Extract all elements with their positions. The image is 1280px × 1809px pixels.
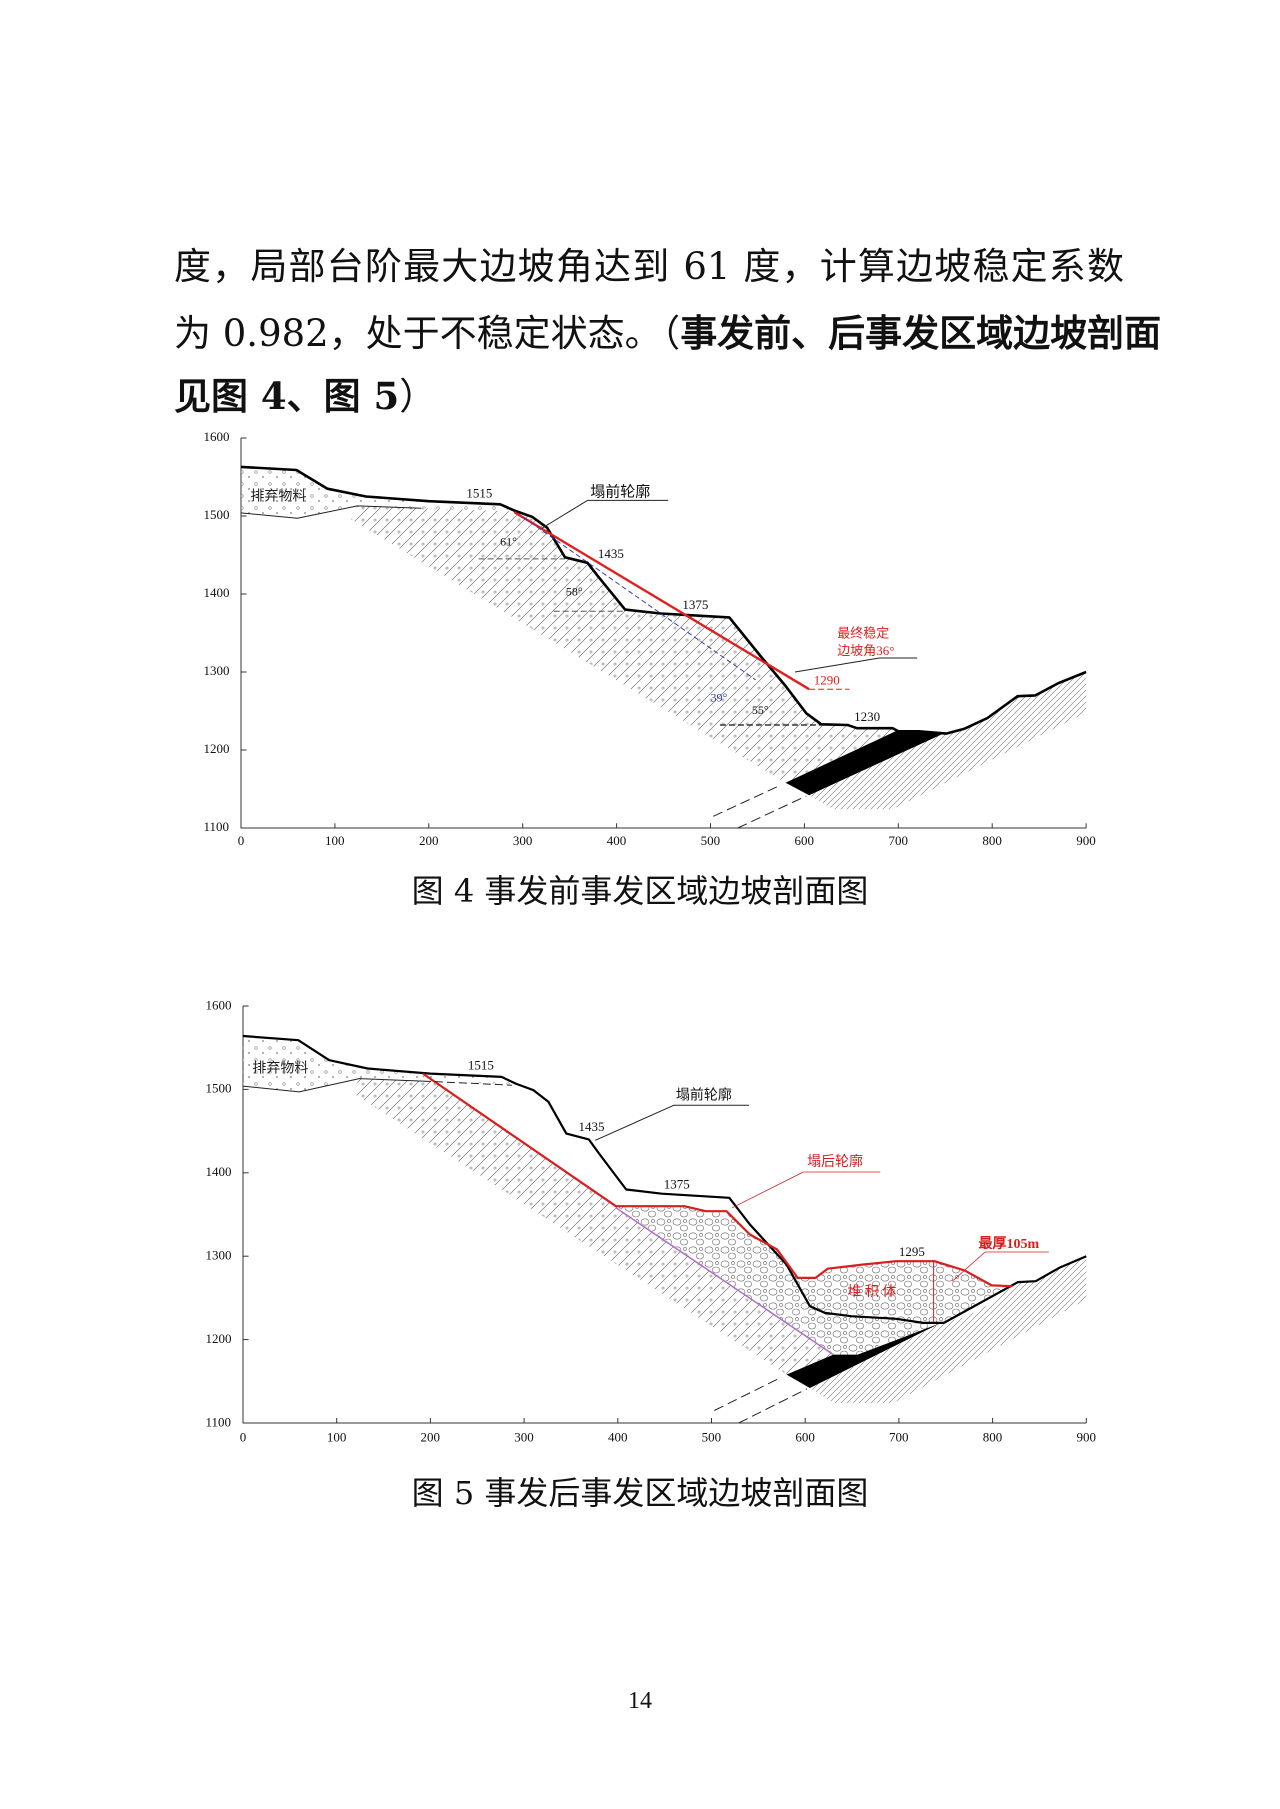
y-tick-label: 1500 bbox=[203, 507, 229, 522]
label-final-angle: 边坡角36° bbox=[837, 643, 894, 658]
leader-line bbox=[952, 1251, 986, 1282]
dashed-line bbox=[422, 1080, 512, 1086]
x-tick-label: 500 bbox=[702, 1429, 722, 1444]
label-elevation: 1435 bbox=[598, 546, 624, 561]
x-tick-label: 900 bbox=[1076, 833, 1096, 848]
label-pre-profile: 塌前轮廓 bbox=[676, 1086, 732, 1103]
y-tick-label: 1200 bbox=[206, 1331, 232, 1346]
label-elevation: 1290 bbox=[814, 672, 840, 687]
sliding-surface-line bbox=[615, 1207, 834, 1356]
label-max-thickness: 最厚105m bbox=[979, 1235, 1040, 1252]
x-tick-label: 400 bbox=[607, 833, 627, 848]
label-elevation: 1230 bbox=[854, 709, 880, 724]
y-tick-label: 1400 bbox=[203, 585, 229, 600]
blue-dashed-line bbox=[523, 517, 756, 681]
label-angle: 61° bbox=[500, 535, 517, 549]
label-angle: 58° bbox=[566, 585, 583, 599]
leader-line bbox=[731, 1171, 804, 1209]
tunnel-dashed-line bbox=[738, 1388, 808, 1424]
y-tick-label: 1100 bbox=[203, 819, 229, 834]
x-tick-label: 600 bbox=[795, 1429, 815, 1444]
y-tick-label: 1100 bbox=[206, 1414, 232, 1429]
bedrock-layer bbox=[809, 672, 1087, 810]
waste-bottom-line bbox=[240, 505, 422, 519]
x-tick-label: 700 bbox=[888, 833, 908, 848]
paragraph-line-2: 为 0.982，处于不稳定状态。（事发前、后事发区域边坡剖面 bbox=[174, 311, 1161, 356]
paragraph-line-1: 度，局部台阶最大边坡角达到 61 度，计算边坡稳定系数 bbox=[174, 245, 1124, 288]
label-elevation: 1515 bbox=[466, 485, 492, 500]
figure-5-diagram: 1600 1500 1400 1300 1200 1100 0 100 200 300 400 500… bbox=[206, 997, 1096, 1444]
x-tick-label: 200 bbox=[419, 833, 439, 848]
y-tick-label: 1500 bbox=[206, 1081, 232, 1096]
label-post-profile: 塌后轮廓 bbox=[807, 1153, 863, 1170]
x-tick-label: 100 bbox=[327, 1429, 347, 1444]
label-elevation: 1435 bbox=[578, 1119, 604, 1134]
rock-layer bbox=[352, 1073, 834, 1375]
label-elevation: 1295 bbox=[899, 1244, 925, 1259]
paragraph-line-3: 见图 4、图 5） bbox=[174, 374, 1124, 419]
leader-line bbox=[541, 499, 588, 529]
figure-5-caption: 图 5 事发后事发区域边坡剖面图 bbox=[411, 1474, 869, 1512]
x-tick-label: 400 bbox=[608, 1429, 628, 1444]
paragraph-text: ） bbox=[399, 375, 437, 418]
y-tick-label: 1300 bbox=[203, 663, 229, 678]
rock-layer bbox=[350, 505, 947, 783]
deposit-body bbox=[615, 1206, 1013, 1355]
tunnel-dashed-line bbox=[713, 785, 780, 817]
label-deposit: 堆 积 体 bbox=[847, 1284, 896, 1300]
y-tick-label: 1200 bbox=[203, 741, 229, 756]
paragraph-bold-text: 事发前、后事发区域边坡剖面 bbox=[680, 311, 1162, 355]
coal-seam bbox=[785, 731, 944, 796]
x-tick-label: 600 bbox=[795, 833, 815, 848]
x-tick-label: 0 bbox=[238, 833, 245, 848]
x-tick-label: 500 bbox=[701, 833, 721, 848]
leader-line bbox=[794, 657, 918, 673]
label-elevation: 1375 bbox=[664, 1177, 690, 1192]
x-tick-label: 200 bbox=[421, 1429, 441, 1444]
label-angle: 55° bbox=[752, 703, 769, 717]
figure-reference: 见图 4、图 5 bbox=[174, 374, 400, 418]
x-tick-label: 300 bbox=[514, 1429, 534, 1444]
x-tick-label: 100 bbox=[325, 833, 345, 848]
y-tick-label: 1300 bbox=[206, 1248, 232, 1263]
y-tick-label: 1600 bbox=[203, 429, 229, 444]
paragraph-text: 为 0.982，处于不稳定状态。（ bbox=[174, 312, 681, 355]
slope-surface-line bbox=[240, 465, 1087, 735]
x-tick-label: 900 bbox=[1076, 1429, 1096, 1444]
label-angle: 39° bbox=[711, 691, 728, 705]
y-tick-label: 1400 bbox=[206, 1164, 232, 1179]
label-elevation: 1375 bbox=[682, 597, 708, 612]
x-tick-label: 800 bbox=[983, 1429, 1003, 1444]
figure-4-diagram: 1600 1500 1400 1300 1200 1100 0 100 200 300 400 500… bbox=[203, 429, 1095, 848]
label-pre-profile: 塌前轮廓 bbox=[590, 484, 650, 501]
post-collapse-profile-line bbox=[422, 1072, 1013, 1288]
x-tick-label: 300 bbox=[513, 833, 533, 848]
waste-material-layer bbox=[241, 466, 512, 519]
coal-seam bbox=[786, 1322, 942, 1388]
final-stable-slope-line bbox=[513, 511, 810, 691]
slope-surface-line bbox=[943, 1255, 1087, 1324]
page-number: 14 bbox=[628, 1688, 652, 1714]
pre-collapse-profile-line bbox=[242, 1034, 944, 1325]
tunnel-dashed-line bbox=[714, 1377, 781, 1411]
x-tick-label: 0 bbox=[240, 1429, 247, 1444]
y-tick-label: 1600 bbox=[206, 997, 232, 1012]
label-waste: 排弃物料 bbox=[250, 488, 306, 504]
x-tick-label: 700 bbox=[889, 1429, 909, 1444]
label-elevation: 1515 bbox=[468, 1057, 494, 1072]
label-waste: 排弃物料 bbox=[252, 1061, 308, 1077]
x-tick-label: 800 bbox=[982, 833, 1002, 848]
leader-line bbox=[595, 1104, 675, 1141]
tunnel-dashed-line bbox=[737, 795, 807, 829]
waste-bottom-line bbox=[242, 1078, 423, 1093]
bedrock-layer bbox=[809, 1256, 1087, 1403]
waste-material-layer bbox=[243, 1036, 513, 1092]
label-final-angle: 最终稳定 bbox=[837, 626, 889, 641]
figure-4-caption: 图 4 事发前事发区域边坡剖面图 bbox=[411, 872, 869, 910]
